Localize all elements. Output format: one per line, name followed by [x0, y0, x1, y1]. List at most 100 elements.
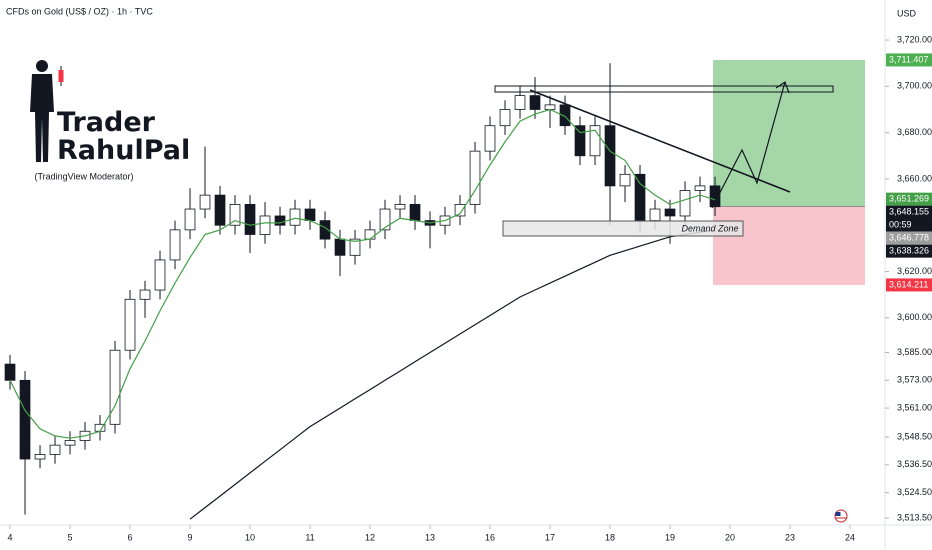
candle-body — [589, 125, 601, 157]
y-tick-label: 3,585.000 — [897, 347, 932, 357]
x-tick-label: 20 — [725, 532, 735, 542]
candle-body — [394, 203, 406, 210]
x-tick-label: 6 — [128, 532, 133, 542]
candle-body — [319, 220, 331, 240]
price-label-box — [886, 53, 932, 67]
candle-body — [619, 173, 631, 187]
price-label: 3,711.407 — [889, 54, 928, 64]
candle-body — [199, 194, 211, 210]
flag-icon — [834, 509, 848, 523]
candle-body — [274, 215, 286, 226]
candle-body — [409, 203, 421, 222]
resistance-zone — [494, 85, 834, 93]
price-label-box — [886, 205, 932, 232]
candle-body — [334, 238, 346, 256]
candle-body — [19, 379, 31, 460]
candle-body — [304, 208, 316, 222]
x-tick-label: 18 — [605, 532, 615, 542]
chart-title: CFDs on Gold (US$ / OZ) · 1h · TVC — [6, 6, 153, 16]
candle-body — [244, 203, 256, 235]
candle-body — [499, 109, 511, 127]
ma-line — [9, 108, 716, 439]
candle-body — [214, 194, 226, 226]
y-tick-label: 3,680.000 — [897, 127, 932, 137]
candle-body — [649, 208, 661, 222]
candle-body — [694, 185, 706, 191]
candle-body — [709, 185, 721, 208]
demand-zone-label: Demand Zone — [681, 223, 738, 233]
y-axis-unit: USD — [897, 8, 917, 18]
candle-body — [64, 440, 76, 446]
y-tick-label: 3,561.000 — [897, 402, 932, 412]
y-tick-label: 3,548.500 — [897, 431, 932, 441]
price-label: 3,651.269 — [889, 194, 929, 204]
y-tick-label: 3,600.000 — [897, 312, 932, 322]
candle-body — [559, 104, 571, 127]
candle-body — [169, 229, 181, 261]
candle-body — [454, 203, 466, 217]
countdown: 00:59 — [889, 220, 912, 230]
y-axis: 3,720.000 3,700.000 3,680.000 3,660.000 3,62… — [8, 34, 932, 542]
profit-zone — [713, 59, 865, 207]
candle-body — [49, 444, 61, 455]
price-label-box — [886, 278, 932, 292]
brand-name-top: Trader — [57, 107, 156, 138]
candle-body — [484, 125, 496, 152]
x-tick-label: 17 — [545, 532, 555, 542]
logo: Trader RahulPal (TradingView Moderator) — [30, 60, 190, 181]
candle-body — [529, 95, 541, 110]
y-tick-label: 3,536.500 — [897, 459, 932, 469]
candle-body — [139, 289, 151, 300]
candle-body — [604, 125, 616, 187]
candle-body — [124, 298, 136, 351]
x-tick-label: 16 — [485, 532, 495, 542]
projection-path — [711, 81, 786, 209]
x-tick-label: 9 — [188, 532, 193, 542]
price-label: 3,614.211 — [889, 279, 928, 289]
candle-body — [184, 208, 196, 231]
y-tick-label: 3,573.000 — [897, 375, 932, 385]
x-tick-label: 24 — [845, 532, 855, 542]
brand-role: (TradingView Moderator) — [34, 171, 133, 181]
candle-body — [634, 173, 646, 222]
candle-body — [154, 259, 166, 291]
price-label: 3,646.778 — [889, 233, 929, 243]
y-tick-label: 3,700.000 — [897, 81, 932, 91]
x-tick-label: 11 — [305, 532, 314, 542]
candle-body — [259, 215, 271, 235]
x-tick-label: 13 — [425, 532, 435, 542]
candle-body — [364, 229, 376, 240]
x-tick-label: 4 — [8, 532, 13, 542]
price-label: 3,648.155 — [889, 207, 929, 217]
brand-name-bottom: RahulPal — [57, 135, 190, 166]
y-tick-label: 3,620.000 — [897, 266, 932, 276]
ma-line — [189, 229, 716, 520]
y-tick-label: 3,660.000 — [897, 173, 932, 183]
x-tick-label: 5 — [68, 532, 73, 542]
zones — [713, 59, 865, 285]
candle-body — [379, 208, 391, 231]
candle-body — [289, 208, 301, 226]
candle-body — [469, 150, 481, 205]
price-label-box — [886, 244, 932, 258]
x-tick-label: 19 — [665, 532, 675, 542]
projection-arrowhead — [775, 81, 790, 94]
candle-body — [109, 349, 121, 425]
candle-body — [349, 238, 361, 256]
x-tick-label: 23 — [785, 532, 795, 542]
y-tick-label: 3,524.500 — [897, 487, 932, 497]
x-tick-label: 12 — [365, 532, 375, 542]
candle-body — [679, 190, 691, 217]
loss-zone — [713, 206, 865, 285]
candle-body — [34, 453, 46, 460]
candle-body — [4, 363, 16, 381]
trendline — [529, 89, 791, 193]
price-label: 3,638.326 — [889, 246, 929, 256]
candle-body — [514, 95, 526, 110]
y-tick-label: 3,513.500 — [897, 512, 932, 522]
candle-body — [574, 125, 586, 157]
price-label-box — [886, 192, 932, 206]
demand-zone — [502, 220, 744, 237]
candle-body — [544, 104, 556, 110]
